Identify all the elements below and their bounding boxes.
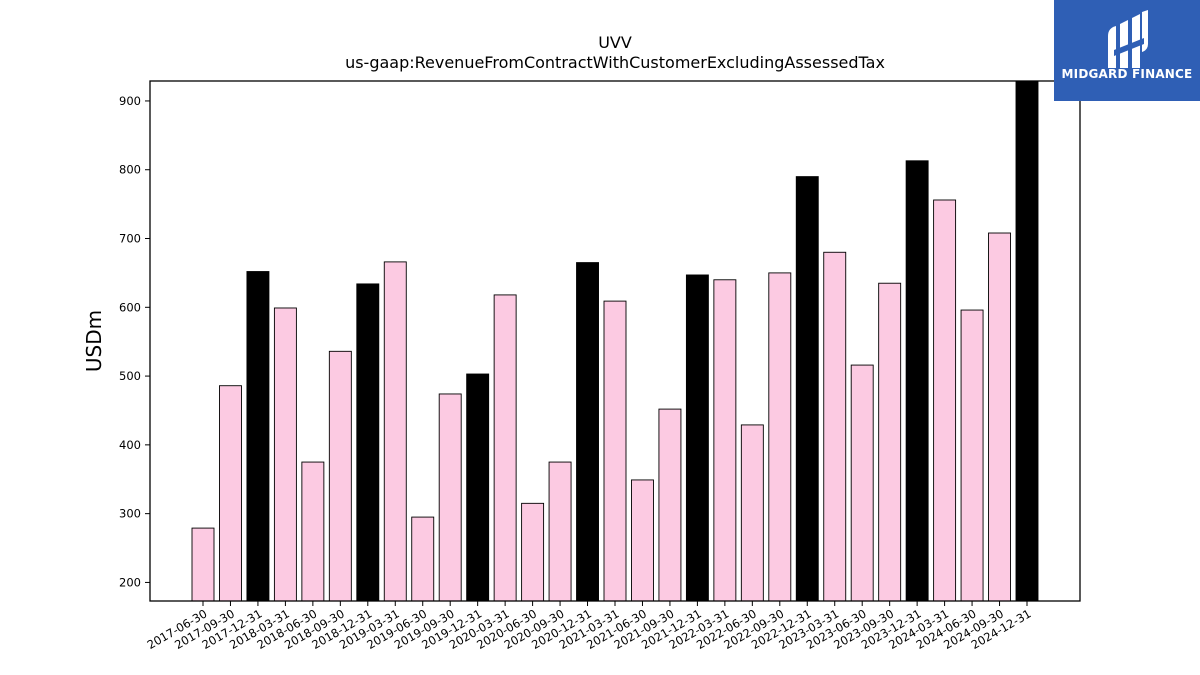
y-tick-label: 700 xyxy=(119,232,141,246)
y-axis-label: USDm xyxy=(82,310,106,372)
brand-logo: MIDGARD FINANCE xyxy=(1054,0,1200,101)
bar-2019-12-31 xyxy=(466,373,490,602)
bar-2018-09-30 xyxy=(328,350,352,602)
y-tick-label: 400 xyxy=(119,438,141,452)
bar-2019-06-30 xyxy=(411,516,435,602)
midgard-logo-icon xyxy=(1108,10,1148,68)
bar-2023-12-31 xyxy=(905,160,929,602)
bar-2018-03-31 xyxy=(273,307,297,602)
bar-2017-06-30 xyxy=(191,527,215,602)
bar-2022-12-31 xyxy=(795,176,819,602)
bar-2024-03-31 xyxy=(933,199,957,602)
y-tick-label: 200 xyxy=(119,575,141,589)
bar-2023-06-30 xyxy=(850,364,874,602)
bar-2023-03-31 xyxy=(823,251,847,602)
bar-2022-03-31 xyxy=(713,279,737,602)
bar-2020-09-30 xyxy=(548,461,572,602)
chart-title: UVV xyxy=(598,33,632,52)
y-axis-ticks: 200 300 400 500 600 700 800 900 xyxy=(119,94,150,589)
bar-2022-06-30 xyxy=(740,424,764,602)
brand-name: MIDGARD FINANCE xyxy=(1061,67,1193,81)
bar-2021-12-31 xyxy=(685,274,709,602)
bar-2021-09-30 xyxy=(658,408,682,602)
bar-2019-03-31 xyxy=(383,261,407,602)
bar-2018-06-30 xyxy=(301,461,325,602)
bar-2023-09-30 xyxy=(878,282,902,602)
bar-2017-12-31 xyxy=(246,271,270,602)
y-tick-label: 500 xyxy=(119,369,141,383)
bar-2021-03-31 xyxy=(603,300,627,602)
bar-2021-06-30 xyxy=(631,479,654,602)
x-axis-ticks: 2017-06-302017-09-302017-12-312018-03-31… xyxy=(145,601,1034,652)
y-tick-label: 800 xyxy=(119,163,141,177)
bar-2024-12-31 xyxy=(1015,80,1039,602)
y-tick-label: 600 xyxy=(119,300,141,314)
bar-2024-06-30 xyxy=(960,309,984,602)
y-tick-label: 900 xyxy=(119,94,141,108)
bar-series xyxy=(191,80,1039,602)
bar-2019-09-30 xyxy=(438,393,462,602)
bar-2022-09-30 xyxy=(768,272,792,602)
bar-2020-06-30 xyxy=(521,502,545,602)
plot-frame xyxy=(149,80,1081,602)
y-tick-label: 300 xyxy=(119,507,141,521)
chart-subtitle: us-gaap:RevenueFromContractWithCustomerE… xyxy=(345,53,885,72)
bar-2020-12-31 xyxy=(576,262,599,602)
bar-2018-12-31 xyxy=(356,283,380,602)
bar-2024-09-30 xyxy=(988,232,1011,602)
bar-2020-03-31 xyxy=(493,294,517,602)
bar-2017-09-30 xyxy=(219,385,242,602)
